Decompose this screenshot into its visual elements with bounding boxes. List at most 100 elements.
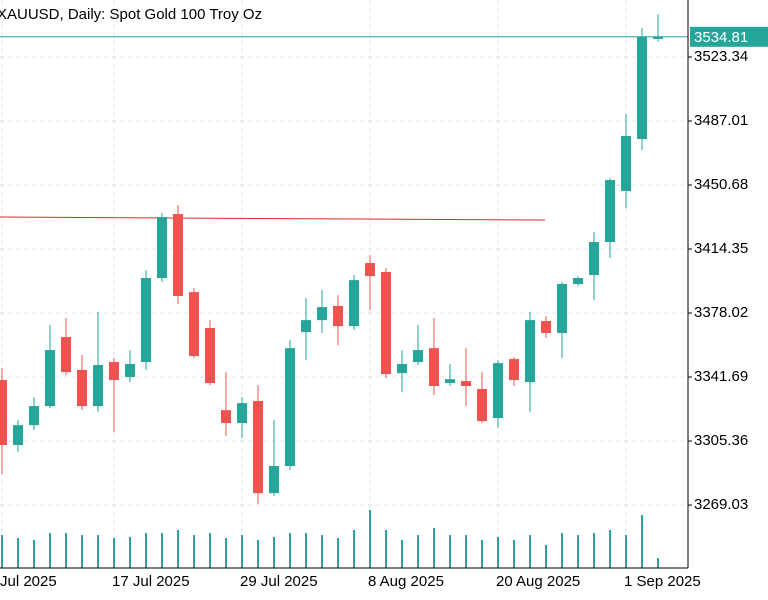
volume-bar [577,535,579,568]
candle-body [429,348,439,387]
candle-body [157,217,167,279]
volume-bar [625,535,627,568]
volume-bar [513,540,515,568]
volume-bar [609,530,611,568]
candle-body [205,328,215,384]
volume-bar [129,537,131,568]
candle-body [445,379,455,384]
volume-bar [97,535,99,568]
last-price-label: 3534.81 [694,29,748,46]
x-tick-label: 8 Aug 2025 [368,573,444,590]
x-tick-label: Jul 2025 [0,573,57,590]
volume-bar [321,535,323,568]
volume-bar [401,540,403,568]
candle-body [477,389,487,422]
candle-body [509,359,519,381]
y-tick-label: 3487.01 [694,112,748,129]
candle-body [413,350,423,363]
volume-bar [465,535,467,568]
candle-body [541,320,551,333]
trend-line [0,216,546,221]
volume-bar [529,535,531,568]
volume-bar [17,538,19,568]
candle-body [653,36,663,39]
x-tick-label: 17 Jul 2025 [112,573,190,590]
y-tick-label: 3305.36 [694,432,748,449]
candle-body [269,465,279,494]
volume-bar [449,535,451,568]
volume-bar [257,540,259,568]
candle-body [109,362,119,381]
plot-area [0,0,688,568]
candle-body [349,280,359,327]
candle-body [605,180,615,243]
y-tick-label: 3414.35 [694,240,748,257]
candle-body [493,363,503,419]
volume-bar [161,533,163,568]
candle-body [221,410,231,424]
candle-body [285,348,295,466]
volume-bar [209,533,211,568]
y-tick-label: 3450.68 [694,176,748,193]
volume-bar [49,533,51,568]
candle-body [173,214,183,296]
candle-body [253,400,263,494]
candle-body [125,363,135,378]
volume-bar [177,530,179,568]
candle-body [621,136,631,191]
volume-bar [561,533,563,568]
volume-bar [241,535,243,568]
volume-bar [417,535,419,568]
volume-bar [193,535,195,568]
candle-body [573,278,583,284]
candle-body [29,406,39,426]
y-tick-label: 3523.34 [694,48,748,65]
y-tick-label: 3378.02 [694,304,748,321]
candle-body [237,403,247,424]
volume-bar [545,545,547,568]
candle-body [381,272,391,375]
y-tick-label: 3269.03 [694,496,748,513]
volume-bar [145,533,147,568]
last-price-box [690,26,768,47]
candle-body [637,36,647,140]
volume-bar [657,558,659,568]
volume-bar [433,528,435,568]
volume-bar [385,530,387,568]
x-tick-label: 29 Jul 2025 [240,573,318,590]
candle-body [77,369,87,407]
volume-bar [273,537,275,568]
volume-bar [369,510,371,568]
candle-body [0,380,7,446]
candle-body [317,307,327,321]
volume-bar [225,538,227,568]
candle-body [45,350,55,407]
volume-bar [353,530,355,568]
volume-bar [113,538,115,568]
x-tick-label: 20 Aug 2025 [496,573,580,590]
volume-bar [481,540,483,568]
chart-title: XAUUSD, Daily: Spot Gold 100 Troy Oz [0,6,262,23]
volume-bar [81,535,83,568]
candle-body [189,292,199,357]
candle-body [13,425,23,446]
y-tick-label: 3341.69 [694,368,748,385]
volume-bar [65,533,67,568]
candle-body [93,365,103,407]
volume-bar [641,515,643,568]
candle-body [525,320,535,383]
candle-body [365,263,375,277]
candle-body [301,320,311,333]
volume-bar [337,538,339,568]
candle-body [397,363,407,374]
volume-bar [33,540,35,568]
candle-body [461,381,471,387]
candle-body [589,242,599,276]
volume-bar [305,533,307,568]
volume-bar [497,537,499,568]
x-tick-label: 1 Sep 2025 [624,573,701,590]
candle-body [557,284,567,333]
candle-body [141,278,151,363]
volume-bar [289,533,291,568]
